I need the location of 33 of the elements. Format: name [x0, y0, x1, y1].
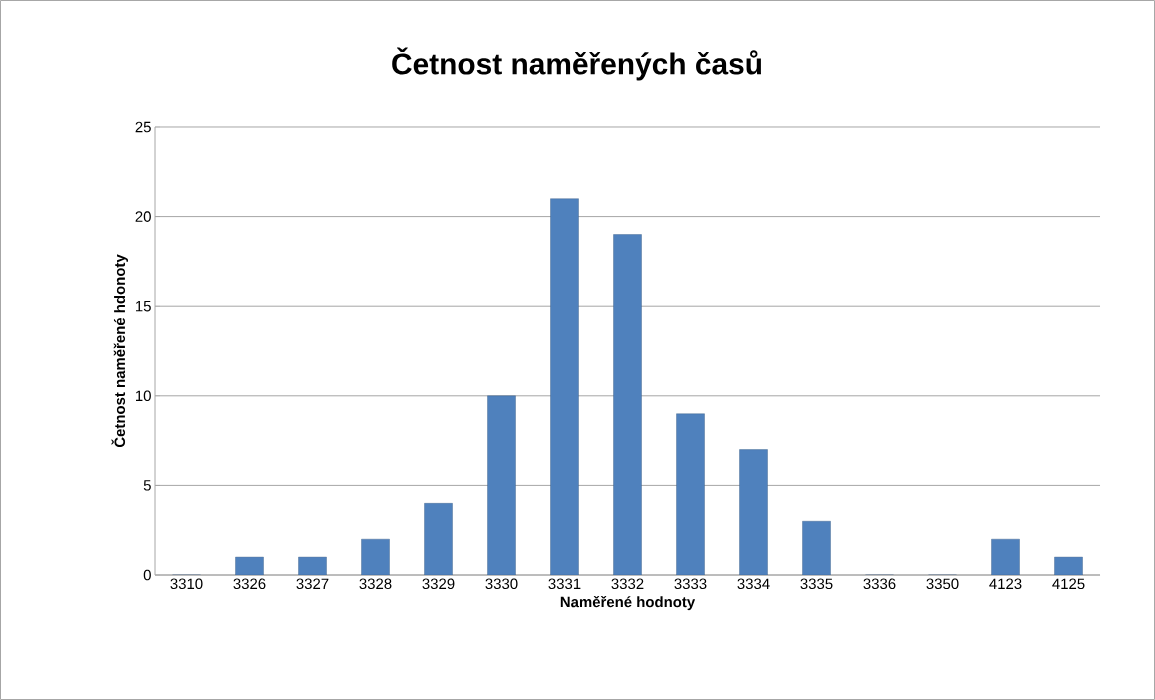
x-tick-label: 3331 — [548, 578, 581, 590]
y-tick-label: 10 — [136, 390, 151, 402]
x-tick-label: 3350 — [926, 578, 959, 590]
x-tick-label: 3336 — [863, 578, 896, 590]
bar — [613, 234, 642, 575]
x-tick-label: 3329 — [422, 578, 455, 590]
x-tick-label: 4123 — [989, 578, 1022, 590]
bar — [676, 413, 705, 575]
bar — [424, 503, 453, 575]
x-tick-label: 3335 — [800, 578, 833, 590]
y-tick-label: 0 — [143, 569, 151, 581]
bar — [550, 198, 579, 575]
y-axis-title: Četnost naměřené hdonoty — [111, 254, 129, 448]
bar — [361, 538, 390, 575]
x-tick-label: 3328 — [359, 578, 392, 590]
y-tick-label: 15 — [136, 300, 151, 312]
bar — [802, 521, 831, 575]
x-tick-label: 3334 — [737, 578, 770, 590]
x-tick-label: 3330 — [485, 578, 518, 590]
x-axis-title: Naměřené hodnoty — [560, 595, 696, 611]
chart-title: Četnost naměřených časů — [392, 47, 762, 81]
x-tick-label: 4125 — [1052, 578, 1085, 590]
x-tick-label: 3333 — [674, 578, 707, 590]
y-tick-label: 20 — [135, 211, 151, 222]
x-tick-label: 3332 — [611, 578, 644, 590]
x-tick-label: 3310 — [170, 578, 203, 590]
y-tick-label: 5 — [143, 480, 151, 491]
x-tick-label: 3327 — [296, 578, 329, 590]
bar — [739, 449, 768, 575]
bar — [487, 395, 516, 575]
y-tick-label: 25 — [135, 121, 151, 133]
x-tick-label: 3326 — [233, 578, 266, 590]
bar — [991, 538, 1020, 575]
